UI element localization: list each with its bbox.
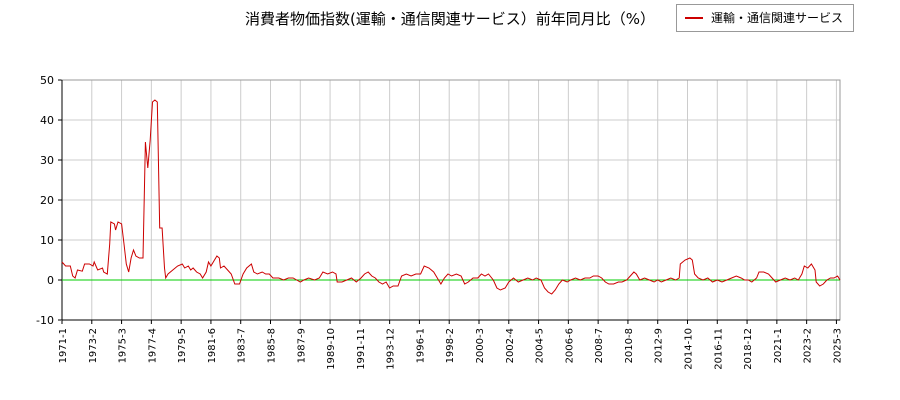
x-tick-label: 2008-7 xyxy=(594,328,605,363)
x-tick-label: 1983-7 xyxy=(237,328,248,363)
y-tick-label: 10 xyxy=(40,234,54,247)
y-tick-label: 20 xyxy=(40,194,54,207)
x-tick-label: 2012-9 xyxy=(654,328,665,363)
y-tick-label: 50 xyxy=(40,74,54,87)
x-tick-label: 1993-12 xyxy=(386,328,397,370)
y-tick-label: 0 xyxy=(47,274,54,287)
x-tick-label: 1975-3 xyxy=(118,328,129,363)
x-tick-label: 2014-10 xyxy=(683,328,694,370)
x-tick-label: 2016-11 xyxy=(713,328,724,370)
x-tick-label: 2004-5 xyxy=(535,328,546,363)
x-tick-label: 1979-5 xyxy=(177,328,188,363)
x-tick-label: 1981-6 xyxy=(207,328,218,363)
y-tick-label: -10 xyxy=(36,314,54,327)
x-tick-label: 1987-9 xyxy=(296,328,307,363)
x-tick-label: 2025-3 xyxy=(832,328,843,363)
x-tick-label: 1977-4 xyxy=(147,328,158,363)
x-tick-label: 1989-10 xyxy=(326,328,337,370)
legend-label: 運輸・通信関連サービス xyxy=(710,11,843,25)
x-tick-label: 1996-1 xyxy=(415,328,426,363)
x-tick-label: 1998-2 xyxy=(445,328,456,363)
y-tick-label: 40 xyxy=(40,114,54,127)
y-tick-label: 30 xyxy=(40,154,54,167)
legend-swatch xyxy=(684,16,703,19)
series-line xyxy=(61,99,841,295)
x-tick-label: 2021-1 xyxy=(773,328,784,363)
x-tick-label: 2018-12 xyxy=(743,328,754,370)
x-tick-label: 1973-2 xyxy=(88,328,99,363)
x-tick-label: 2002-4 xyxy=(505,328,516,363)
x-tick-label: 2023-2 xyxy=(803,328,814,363)
x-tick-label: 1971-1 xyxy=(58,328,69,363)
legend: 運輸・通信関連サービス xyxy=(675,4,854,32)
x-tick-label: 2000-3 xyxy=(475,328,486,363)
x-tick-label: 2006-6 xyxy=(564,328,575,363)
x-tick-label: 1985-8 xyxy=(266,328,277,363)
chart-title: 消費者物価指数(運輸・通信関連サービス）前年同月比（%） xyxy=(244,10,656,28)
x-tick-label: 1991-11 xyxy=(356,328,367,370)
x-tick-label: 2010-8 xyxy=(624,328,635,363)
